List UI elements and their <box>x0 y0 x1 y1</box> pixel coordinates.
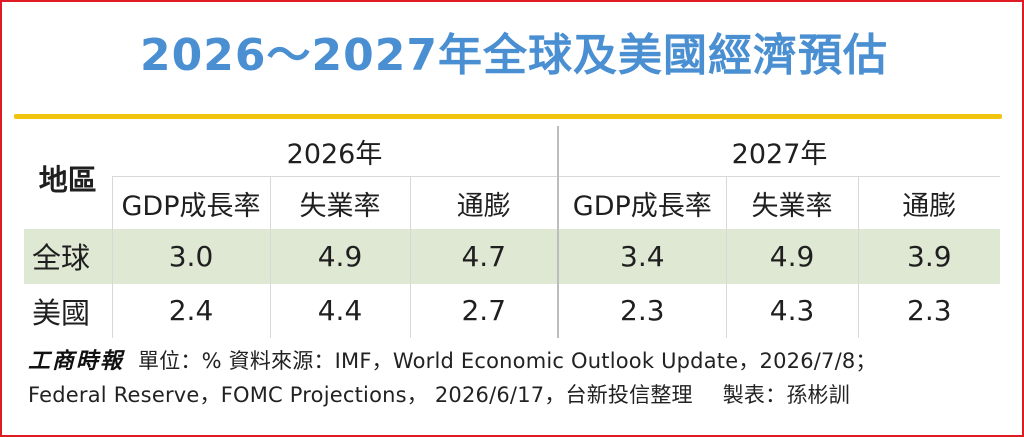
table-row-us: 美國 2.4 4.4 2.7 2.3 4.3 2.3 <box>24 283 1001 338</box>
year-header-2026: 2026年 <box>112 126 559 177</box>
metric-header-inflation-2027: 通膨 <box>857 176 1001 229</box>
cell-us-gdp-2026: 2.4 <box>111 283 270 338</box>
cell-global-inflation-2026: 4.7 <box>409 229 559 284</box>
cell-us-gdp-2027: 2.3 <box>557 283 727 338</box>
title-underline <box>14 114 1002 119</box>
cell-global-unemployment-2026: 4.9 <box>269 229 410 284</box>
row-label-global: 全球 <box>24 229 112 284</box>
cell-global-unemployment-2027: 4.9 <box>725 229 859 284</box>
cell-us-inflation-2026: 2.7 <box>409 283 559 338</box>
cell-us-unemployment-2027: 4.3 <box>725 283 859 338</box>
source-footer: 工商時報 單位：% 資料來源：IMF，World Economic Outlook… <box>24 344 1000 424</box>
footer-line-2: Federal Reserve，FOMC Projections， 2026/6… <box>28 380 850 410</box>
cell-us-unemployment-2026: 4.4 <box>269 283 410 338</box>
year-header-row: 地區 2026年 2027年 <box>24 126 1001 229</box>
cell-global-inflation-2027: 3.9 <box>857 229 1001 284</box>
region-column-header: 地區 <box>24 126 112 229</box>
cell-global-gdp-2026: 3.0 <box>111 229 270 284</box>
metric-header-inflation-2026: 通膨 <box>409 176 559 229</box>
footer-line-1: 工商時報 單位：% 資料來源：IMF，World Economic Outlook… <box>28 346 877 376</box>
publisher-logo: 工商時報 <box>28 348 125 374</box>
year-header-2027: 2027年 <box>557 126 1001 177</box>
metric-header-unemployment-2027: 失業率 <box>725 176 859 229</box>
table-row-global: 全球 3.0 4.9 4.7 3.4 4.9 3.9 <box>24 229 1001 284</box>
metric-header-unemployment-2026: 失業率 <box>269 176 410 229</box>
metric-header-gdp-2026: GDP成長率 <box>111 176 270 229</box>
table-maker-credit: 製表：孫彬訓 <box>722 383 850 407</box>
forecast-table-container: 地區 2026年 2027年 GDP成長率 失業率 通膨 GDP成長率 失業率 … <box>24 126 1001 338</box>
unit-and-source-text: 單位：% 資料來源：IMF，World Economic Outlook Upd… <box>138 349 877 373</box>
cell-us-inflation-2027: 2.3 <box>857 283 1001 338</box>
page-title: 2026～2027年全球及美國經濟預估 <box>140 30 888 81</box>
cell-global-gdp-2027: 3.4 <box>557 229 727 284</box>
forecast-table: 地區 2026年 2027年 GDP成長率 失業率 通膨 GDP成長率 失業率 … <box>24 126 1001 338</box>
metric-header-gdp-2027: GDP成長率 <box>557 176 727 229</box>
source-continuation-text: Federal Reserve，FOMC Projections， 2026/6… <box>28 383 693 407</box>
metric-header-row: GDP成長率 失業率 通膨 GDP成長率 失業率 通膨 <box>24 176 1001 229</box>
row-label-us: 美國 <box>24 283 112 338</box>
